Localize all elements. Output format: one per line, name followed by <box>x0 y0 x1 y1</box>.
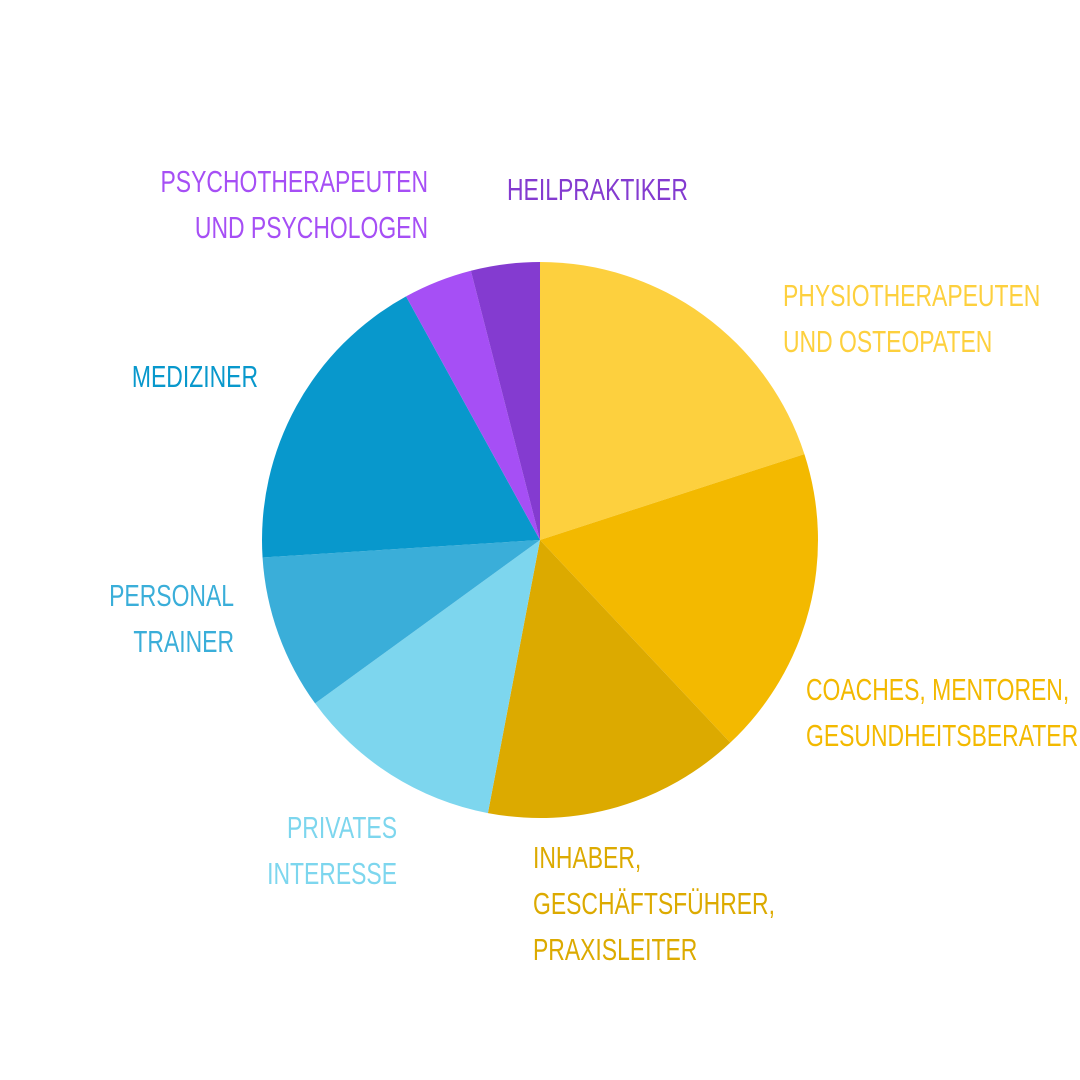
slice-label: UND PSYCHOLOGEN <box>195 210 428 245</box>
slice-label: PHYSIOTHERAPEUTEN <box>783 278 1040 313</box>
slice-label: INHABER, <box>533 840 641 875</box>
slice-label: INTERESSE <box>267 856 397 891</box>
slice-label: HEILPRAKTIKER <box>507 172 688 207</box>
pie-slice <box>487 540 731 818</box>
slice-label: MEDIZINER <box>132 359 258 394</box>
slice-label: TRAINER <box>133 624 234 659</box>
slice-label: PSYCHOTHERAPEUTEN <box>161 164 428 199</box>
slice-label: COACHES, MENTOREN, <box>806 672 1069 707</box>
pie-slice <box>262 296 540 558</box>
slice-label: PERSONAL <box>109 578 234 613</box>
pie-slice <box>540 262 805 540</box>
slice-label: GESCHÄFTSFÜHRER, <box>533 886 775 921</box>
slice-label: UND OSTEOPATEN <box>783 324 992 359</box>
pie-slice <box>406 270 540 540</box>
slice-label: GESUNDHEITSBERATER <box>806 718 1078 753</box>
pie-slice <box>262 540 540 704</box>
pie-slice <box>315 540 540 814</box>
slice-label: PRAXISLEITER <box>533 932 697 967</box>
pie-slice <box>540 454 818 743</box>
pie-slice <box>470 262 540 540</box>
slice-label: PRIVATES <box>287 810 397 845</box>
